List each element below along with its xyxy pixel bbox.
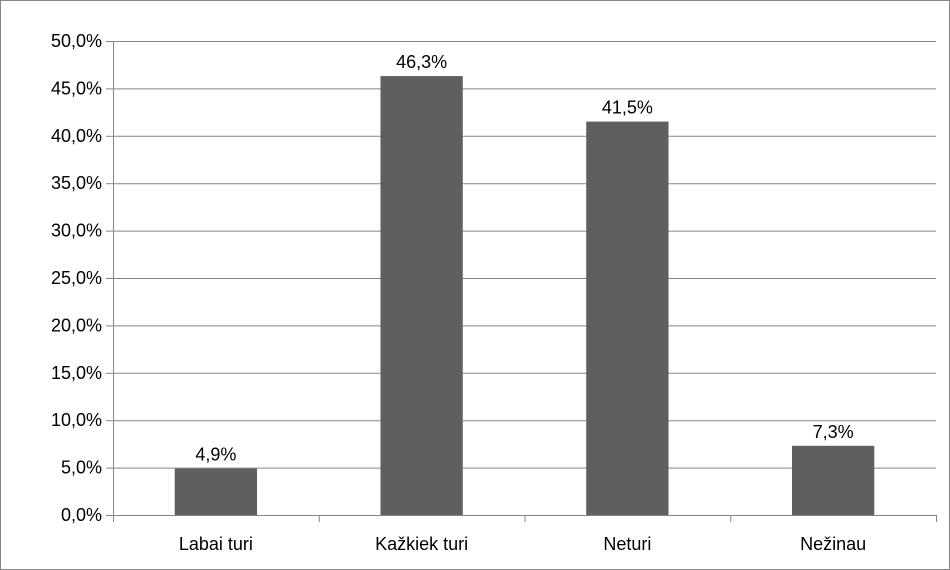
y-tick-label: 50,0% xyxy=(51,31,102,51)
category-label: Kažkiek turi xyxy=(375,534,468,554)
bar xyxy=(791,445,875,515)
bar xyxy=(174,468,258,515)
gridlines xyxy=(113,41,936,469)
data-label: 46,3% xyxy=(396,52,447,72)
y-tick-label: 15,0% xyxy=(51,363,102,383)
category-label: Labai turi xyxy=(179,534,253,554)
y-tick-label: 5,0% xyxy=(61,458,102,478)
category-label: Nežinau xyxy=(800,534,866,554)
category-label: Neturi xyxy=(603,534,651,554)
y-tick-label: 30,0% xyxy=(51,221,102,241)
y-tick-label: 0,0% xyxy=(61,505,102,525)
data-label: 41,5% xyxy=(602,98,653,118)
y-tick-label: 40,0% xyxy=(51,126,102,146)
axes xyxy=(106,41,937,522)
data-label: 4,9% xyxy=(195,445,236,465)
data-label: 7,3% xyxy=(813,422,854,442)
y-tick-label: 25,0% xyxy=(51,268,102,288)
y-tick-label: 45,0% xyxy=(51,78,102,98)
y-tick-label: 10,0% xyxy=(51,410,102,430)
bar xyxy=(380,76,463,516)
bars xyxy=(174,76,875,516)
labels: 0,0% 5,0% 10,0% 15,0% 20,0% 25,0% 30,0% 35,0% 40… xyxy=(51,31,866,554)
y-tick-label: 20,0% xyxy=(51,315,102,335)
y-tick-label: 35,0% xyxy=(51,173,102,193)
bar xyxy=(586,121,669,515)
